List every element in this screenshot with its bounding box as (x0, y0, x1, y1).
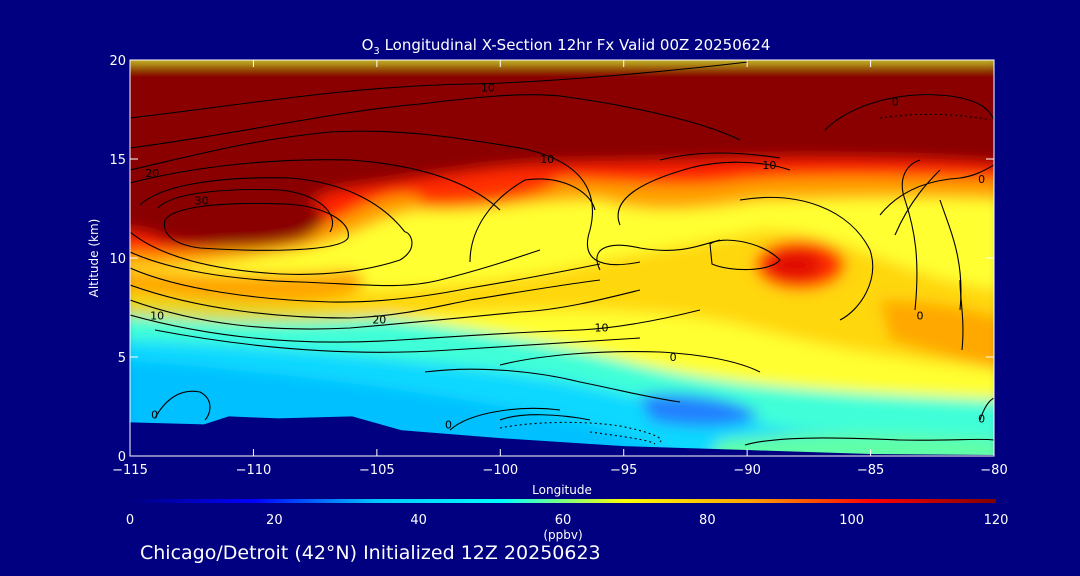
colorbar-strip (130, 499, 996, 503)
x-tick-label: −105 (359, 463, 395, 478)
x-tick-label: −90 (733, 463, 760, 478)
contour-label: 0 (978, 173, 985, 186)
y-tick-label: 0 (118, 450, 126, 465)
terrain-mask (130, 416, 994, 456)
contour-label: 0 (445, 418, 452, 431)
contour-label: 10 (540, 153, 554, 166)
colorbar: 0 20 40 60 80 100 120 (ppbv) (126, 499, 1009, 542)
colorbar-tick-label: 40 (410, 513, 427, 528)
colorbar-tick-label: 20 (266, 513, 283, 528)
contour-label: 0 (916, 309, 923, 322)
x-tick-label: −110 (236, 463, 272, 478)
contour-label: 10 (481, 82, 495, 95)
colorbar-tick-label: 0 (126, 513, 134, 528)
x-axis: −115 −110 −105 −100 −95 −90 −85 −80 (112, 60, 1008, 478)
footer-caption: Chicago/Detroit (42°N) Initialized 12Z 2… (140, 542, 601, 564)
contour-label: 0 (978, 412, 985, 425)
x-tick-label: −85 (857, 463, 884, 478)
x-tick-label: −80 (980, 463, 1007, 478)
y-tick-label: 20 (109, 54, 126, 69)
contour-label: 10 (762, 159, 776, 172)
contour-label: 10 (150, 309, 164, 322)
ozone-field (130, 60, 994, 456)
colorbar-tick-label: 80 (699, 513, 716, 528)
x-tick-label: −95 (610, 463, 637, 478)
colorbar-tick-label: 60 (555, 513, 572, 528)
contour-label: 20 (372, 313, 386, 326)
colorbar-ticks: 0 20 40 60 80 100 120 (126, 513, 1009, 528)
y-tick-label: 15 (109, 153, 126, 168)
y-axis: 0 5 10 15 20 (109, 54, 994, 465)
contour-lines (130, 61, 994, 446)
contour-label: 0 (151, 408, 158, 421)
colorbar-tick-label: 100 (839, 513, 864, 528)
contour-label: 0 (892, 96, 899, 109)
contour-label: 0 (670, 351, 677, 364)
plot-area: 10 20 30 10 10 0 0 10 20 10 0 0 0 0 0 (130, 60, 994, 456)
x-tick-label: −115 (112, 463, 148, 478)
colorbar-unit: (ppbv) (543, 528, 582, 542)
colorbar-tick-label: 120 (984, 513, 1009, 528)
x-tick-label: −100 (482, 463, 518, 478)
contour-labels: 10 20 30 10 10 0 0 10 20 10 0 0 0 0 0 (145, 82, 985, 432)
chart-title: O3 Longitudinal X-Section 12hr Fx Valid … (362, 36, 771, 57)
contour-label: 20 (145, 167, 159, 180)
x-axis-label: Longitude (532, 483, 592, 497)
contour-label: 10 (594, 321, 608, 334)
contour-label: 30 (195, 195, 209, 208)
y-tick-label: 5 (118, 351, 126, 366)
y-axis-label: Altitude (km) (87, 219, 101, 298)
y-tick-label: 10 (109, 252, 126, 267)
